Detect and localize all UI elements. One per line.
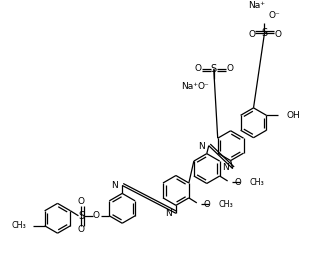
Text: N: N xyxy=(111,181,118,190)
Text: S: S xyxy=(78,211,85,221)
Text: O: O xyxy=(203,200,210,209)
Text: S: S xyxy=(211,64,217,74)
Text: O: O xyxy=(78,197,85,206)
Text: CH₃: CH₃ xyxy=(219,200,234,209)
Text: N: N xyxy=(222,163,229,172)
Text: O: O xyxy=(234,179,241,188)
Text: N: N xyxy=(165,209,172,218)
Text: Na⁺: Na⁺ xyxy=(248,1,265,10)
Text: O⁻: O⁻ xyxy=(268,11,280,20)
Text: Na⁺: Na⁺ xyxy=(181,82,198,91)
Text: N: N xyxy=(198,142,205,151)
Text: O: O xyxy=(93,211,100,220)
Text: O: O xyxy=(248,30,255,39)
Text: O: O xyxy=(275,30,282,39)
Text: O: O xyxy=(226,64,233,73)
Text: OH: OH xyxy=(286,111,300,120)
Text: S: S xyxy=(261,28,267,38)
Text: O: O xyxy=(78,225,85,234)
Text: O⁻: O⁻ xyxy=(198,82,210,91)
Text: CH₃: CH₃ xyxy=(12,221,27,230)
Text: O: O xyxy=(194,64,201,73)
Text: CH₃: CH₃ xyxy=(250,179,264,188)
